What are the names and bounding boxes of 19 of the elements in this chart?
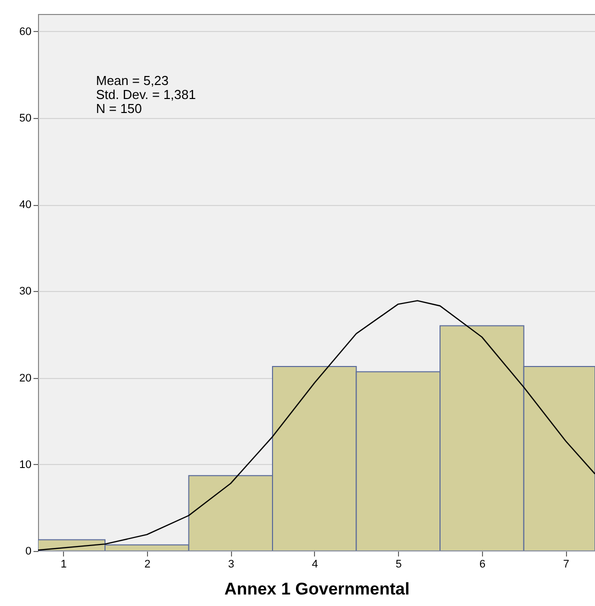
annotation: Std. Dev. = 1,381 xyxy=(96,87,196,102)
y-tick-label: 10 xyxy=(19,458,32,471)
y-tick-label: 20 xyxy=(19,372,32,384)
annotation: Mean = 5,23 xyxy=(96,73,169,88)
y-tick-label: 60 xyxy=(19,26,32,38)
y-tick-label: 40 xyxy=(19,199,32,212)
x-tick-label: 4 xyxy=(312,558,318,570)
line-series xyxy=(38,300,595,551)
x-axis-title: Annex 1 Governmental xyxy=(224,580,410,598)
x-tick-label: 6 xyxy=(479,558,486,570)
x-tick-label: 3 xyxy=(228,558,234,570)
x-tick-label: 5 xyxy=(396,558,402,570)
y-tick-label: 30 xyxy=(19,286,32,298)
x-tick-label: 7 xyxy=(563,558,570,570)
annotation: N = 150 xyxy=(96,101,142,116)
x-tick-label: 1 xyxy=(60,558,67,570)
x-tick-label: 2 xyxy=(144,558,150,570)
y-tick-label: 0 xyxy=(25,546,32,558)
y-tick-label: 50 xyxy=(19,112,32,124)
